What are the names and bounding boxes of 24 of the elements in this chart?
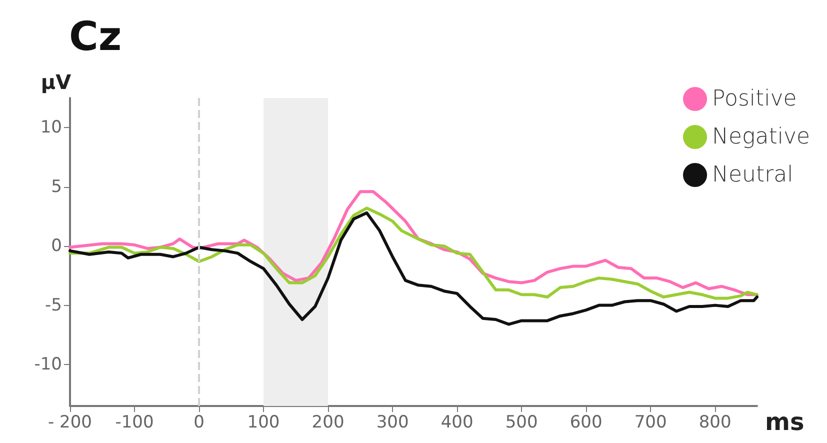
x-tick-label: 700	[634, 412, 667, 432]
x-tick-label: 600	[570, 412, 602, 432]
y-tick-label: 0	[51, 236, 62, 256]
legend-label: Negative	[712, 124, 810, 150]
x-tick-label: 300	[376, 412, 409, 432]
x-tick-label: 500	[505, 412, 538, 432]
y-tick-label: -5	[45, 295, 62, 316]
chart-title: Cz	[69, 14, 122, 60]
line-series	[68, 206, 758, 300]
line-series	[68, 211, 758, 326]
x-axis-title: ms	[765, 408, 804, 436]
x-tick-label: 0	[194, 412, 204, 432]
x-tick-label: - 200	[48, 412, 92, 432]
legend-label: Neutral	[712, 162, 794, 188]
y-tick-label: 10	[40, 118, 62, 138]
x-tick-label: 100	[247, 412, 280, 432]
legend-label: Positive	[712, 86, 797, 112]
x-tick-label: 400	[440, 412, 474, 432]
y-tick-label: -10	[34, 354, 62, 375]
x-tick-label: 200	[312, 412, 344, 432]
y-tick-label: 5	[51, 176, 62, 197]
y-axis-title: μV	[40, 70, 72, 94]
x-tick-label: -100	[115, 412, 154, 432]
x-tick-label: 800	[698, 412, 732, 432]
